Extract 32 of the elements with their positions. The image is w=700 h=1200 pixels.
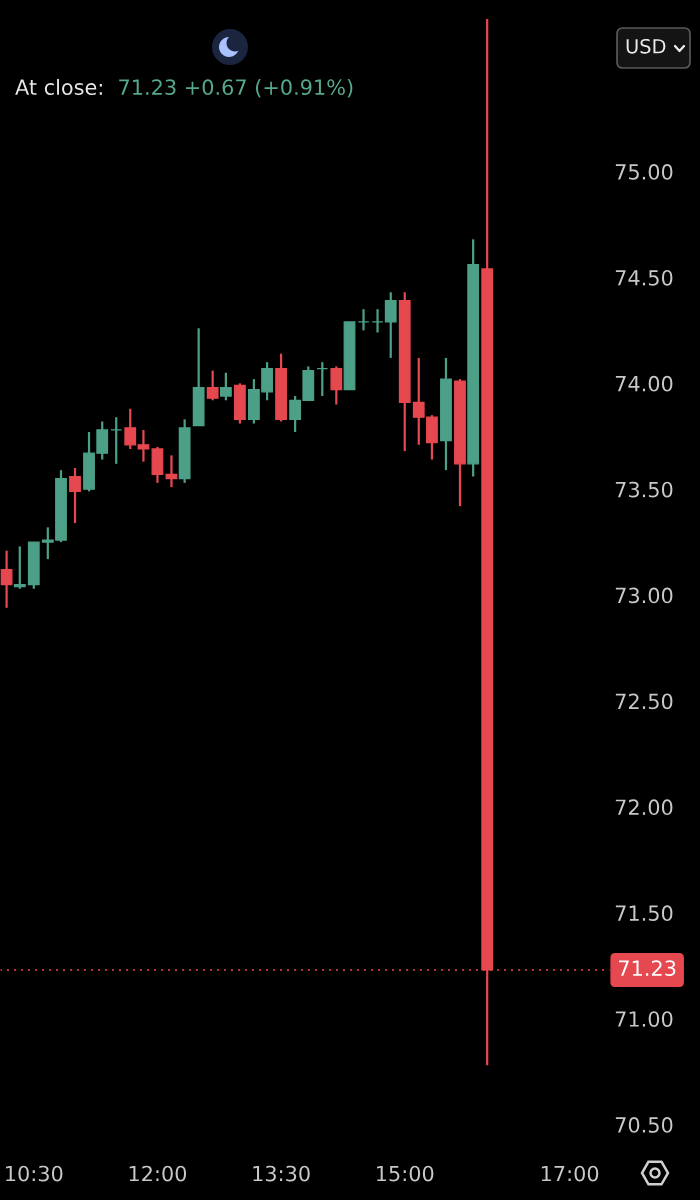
y-tick-label: 70.50 (615, 1117, 673, 1133)
text: USD (626, 38, 666, 54)
candlestick (384, 291, 397, 360)
x-tick-label: 13:30 (253, 1165, 310, 1182)
candlestick (206, 369, 219, 402)
ref-line-label: 71.23 (619, 960, 676, 977)
y-tick-label: 73.00 (615, 587, 673, 604)
y-tick-label: 72.00 (615, 799, 673, 816)
y-tick-label: 75.00 (615, 164, 673, 180)
candlestick (371, 308, 384, 334)
candlestick (137, 428, 150, 463)
candlestick (124, 407, 137, 451)
x-tick-label: 12:00 (129, 1165, 187, 1182)
candlestick (69, 466, 81, 525)
y-tick-label: 71.00 (615, 1011, 673, 1027)
candlestick (110, 416, 123, 465)
y-tick-label: 73.50 (615, 481, 673, 498)
text: At close: (15, 78, 102, 96)
annotation: 71.23 +0.67 (+0.91%) (119, 78, 353, 98)
candlestick (357, 308, 370, 332)
x-tick-label: 10:30 (6, 1165, 63, 1182)
y-tick-label: 72.50 (615, 693, 673, 710)
candlestick (0, 549, 13, 609)
y-tick-label: 74.50 (615, 269, 673, 286)
y-tick-label: 74.00 (615, 375, 673, 392)
candlestick (330, 365, 343, 406)
candlestick (219, 371, 232, 402)
candlestick (13, 545, 26, 590)
y-tick-label: 71.50 (615, 905, 673, 922)
candlestick (316, 361, 329, 398)
x-tick-label: 17:00 (541, 1165, 599, 1182)
x-tick-label: 15:00 (377, 1165, 434, 1182)
